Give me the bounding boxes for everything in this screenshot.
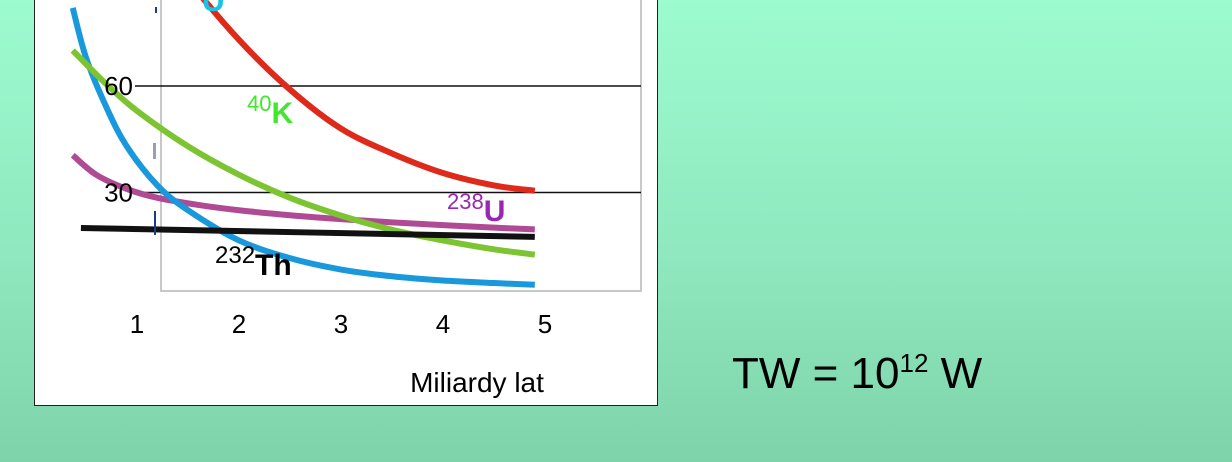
formula-unit: W (928, 349, 983, 398)
series-line-232th (80, 225, 535, 240)
x-tick-label: 1 (130, 309, 144, 339)
x-axis-label: Miliardy lat (410, 367, 544, 398)
series-line-238u (70, 152, 535, 233)
x-tick-label: 2 (232, 309, 246, 339)
series-line-red (200, 0, 536, 194)
y-tick-label: 30 (104, 178, 133, 208)
decor-mark-3 (154, 211, 156, 235)
series-label-40k: 40K (247, 91, 293, 130)
plot-area-frame (160, 0, 642, 292)
series-line-40k (70, 48, 536, 258)
series-label-235u: 235U (165, 0, 225, 18)
formula-exponent: 12 (899, 348, 929, 378)
series-label-232th: 232Th (215, 242, 292, 282)
decay-heat-chart: 30 60 1 2 3 4 5 235U 40K 238U 232Th Miliardy lat (69, 0, 642, 398)
x-tick-label: 5 (538, 309, 552, 339)
y-tick-label: 60 (104, 71, 133, 101)
power-unit-formula: TW = 1012 W (732, 349, 983, 398)
decor-mark-2 (153, 143, 156, 159)
chart-panel: 30 60 1 2 3 4 5 235U 40K 238U 232Th Miliardy lat (34, 0, 658, 406)
x-tick-label: 4 (436, 309, 450, 339)
series-line-235u (69, 7, 535, 288)
decor-mark-1 (155, 7, 157, 13)
x-tick-label: 3 (334, 309, 348, 339)
formula-lhs: TW = 10 (732, 349, 900, 398)
series-label-238u: 238U (447, 189, 505, 228)
